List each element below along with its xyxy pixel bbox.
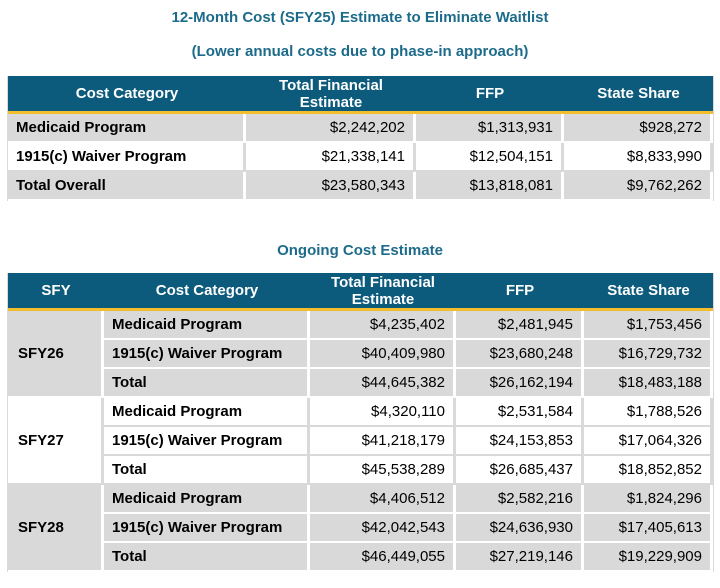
cell-category: Medicaid Program (104, 398, 310, 427)
cell-category: Total (104, 369, 310, 398)
header-sfy: SFY (8, 273, 104, 311)
cell-category: Total (104, 456, 310, 485)
cell-total: $4,320,110 (310, 398, 456, 427)
table-row: SFY28 Medicaid Program $4,406,512 $2,582… (8, 485, 713, 572)
twelve-month-cost-table: Cost Category Total Financial Estimate F… (7, 76, 714, 201)
cell-category: 1915(c) Waiver Program (8, 143, 246, 172)
cell-ffp: $2,531,584 (456, 398, 584, 427)
ongoing-cost-table: SFY Cost Category Total Financial Estima… (7, 273, 714, 572)
header-ffp: FFP (416, 76, 564, 114)
cell-category: Medicaid Program (104, 311, 310, 340)
cell-state: $18,852,852 (584, 456, 713, 485)
table-row: Total Overall $23,580,343 $13,818,081 $9… (8, 172, 713, 201)
header-state-share: State Share (584, 273, 713, 311)
sfy26-group: SFY26 Medicaid Program $4,235,402 $2,481… (8, 311, 713, 398)
cell-state: $16,729,732 (584, 340, 713, 369)
cell-ffp: $26,162,194 (456, 369, 584, 398)
cell-sfy: SFY28 (8, 485, 104, 572)
cell-total: $23,580,343 (246, 172, 416, 201)
table-row: Total $46,449,055 $27,219,146 $19,229,90… (8, 543, 713, 572)
cell-category: Medicaid Program (104, 485, 310, 514)
cell-ffp: $27,219,146 (456, 543, 584, 572)
table-row: SFY26 Medicaid Program $4,235,402 $2,481… (8, 311, 713, 398)
cell-state: $1,753,456 (584, 311, 713, 340)
cell-category: 1915(c) Waiver Program (104, 514, 310, 543)
cell-state: $1,824,296 (584, 485, 713, 514)
cell-total: $45,538,289 (310, 456, 456, 485)
cell-total: $4,406,512 (310, 485, 456, 514)
cell-state: $19,229,909 (584, 543, 713, 572)
cell-total: $46,449,055 (310, 543, 456, 572)
cell-ffp: $12,504,151 (416, 143, 564, 172)
cell-ffp: $13,818,081 (416, 172, 564, 201)
table-row: SFY27 Medicaid Program $4,320,110 $2,531… (8, 398, 713, 485)
cell-total: $40,409,980 (310, 340, 456, 369)
cell-state: $928,272 (564, 114, 713, 143)
cell-total: $44,645,382 (310, 369, 456, 398)
table-row: Total $44,645,382 $26,162,194 $18,483,18… (8, 369, 713, 398)
cell-category: Total Overall (8, 172, 246, 201)
cell-total: $2,242,202 (246, 114, 416, 143)
cell-ffp: $2,582,216 (456, 485, 584, 514)
cell-ffp: $2,481,945 (456, 311, 584, 340)
cell-category: Medicaid Program (8, 114, 246, 143)
cell-total: $21,338,141 (246, 143, 416, 172)
table-row: 1915(c) Waiver Program $21,338,141 $12,5… (8, 143, 713, 172)
cell-ffp: $24,153,853 (456, 427, 584, 456)
table-row: 1915(c) Waiver Program $41,218,179 $24,1… (8, 427, 713, 456)
cell-state: $17,064,326 (584, 427, 713, 456)
table-row: Medicaid Program $2,242,202 $1,313,931 $… (8, 114, 713, 143)
sfy27-group: SFY27 Medicaid Program $4,320,110 $2,531… (8, 398, 713, 485)
cell-total: $42,042,543 (310, 514, 456, 543)
cell-ffp: $24,636,930 (456, 514, 584, 543)
table-row: 1915(c) Waiver Program $42,042,543 $24,6… (8, 514, 713, 543)
cell-category: Total (104, 543, 310, 572)
header-cost-category: Cost Category (104, 273, 310, 311)
cell-total: $41,218,179 (310, 427, 456, 456)
cell-state: $17,405,613 (584, 514, 713, 543)
header-ffp: FFP (456, 273, 584, 311)
table-row: Total $45,538,289 $26,685,437 $18,852,85… (8, 456, 713, 485)
header-state-share: State Share (564, 76, 713, 114)
ongoing-title: Ongoing Cost Estimate (277, 242, 443, 259)
cell-total: $4,235,402 (310, 311, 456, 340)
main-title: 12-Month Cost (SFY25) Estimate to Elimin… (171, 9, 549, 26)
header-total-financial-estimate: Total Financial Estimate (310, 273, 456, 311)
cell-state: $18,483,188 (584, 369, 713, 398)
header-total-financial-estimate: Total Financial Estimate (246, 76, 416, 114)
cell-sfy: SFY26 (8, 311, 104, 398)
cell-state: $1,788,526 (584, 398, 713, 427)
table-row: 1915(c) Waiver Program $40,409,980 $23,6… (8, 340, 713, 369)
cell-category: 1915(c) Waiver Program (104, 340, 310, 369)
sfy28-group: SFY28 Medicaid Program $4,406,512 $2,582… (8, 485, 713, 572)
cell-ffp: $26,685,437 (456, 456, 584, 485)
cell-sfy: SFY27 (8, 398, 104, 485)
cell-ffp: $1,313,931 (416, 114, 564, 143)
cell-state: $8,833,990 (564, 143, 713, 172)
cell-ffp: $23,680,248 (456, 340, 584, 369)
cell-state: $9,762,262 (564, 172, 713, 201)
subtitle: (Lower annual costs due to phase-in appr… (191, 43, 529, 60)
header-cost-category: Cost Category (8, 76, 246, 114)
cell-category: 1915(c) Waiver Program (104, 427, 310, 456)
